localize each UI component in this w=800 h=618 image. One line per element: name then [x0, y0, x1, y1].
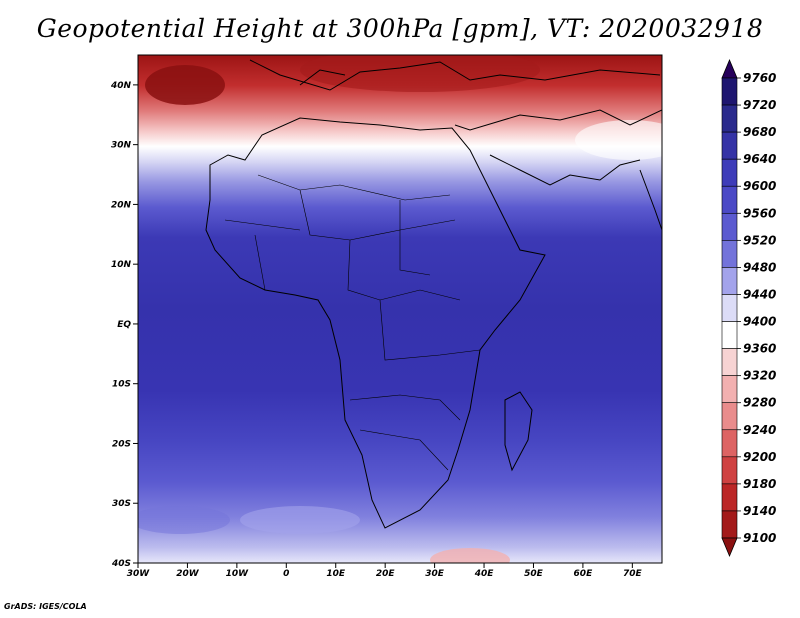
lon-tick-label: 40E	[474, 569, 495, 579]
lon-tick-label: 50E	[524, 569, 544, 579]
colorbar-swatch	[721, 185, 738, 214]
colorbar-swatch	[721, 131, 738, 160]
lon-tick-label: 10E	[326, 569, 346, 579]
colorbar-swatch	[721, 402, 738, 431]
colorbar-label: 9760	[743, 71, 776, 85]
colorbar-swatch	[721, 240, 738, 268]
colorbar-label: 9720	[743, 98, 776, 112]
colorbar-swatch	[721, 321, 738, 349]
lat-tick-label: 10N	[111, 260, 132, 270]
colorbar-swatch	[721, 510, 738, 539]
colorbar-label: 9560	[743, 206, 776, 220]
colorbar-label: 9360	[743, 342, 776, 356]
lat-tick-label: 40N	[110, 81, 132, 91]
plot-frame	[137, 54, 663, 564]
colorbar-label: 9140	[743, 504, 776, 518]
lat-tick-label: EQ	[117, 320, 131, 330]
colorbar-label: 9680	[743, 125, 776, 139]
colorbar-label: 9180	[743, 477, 776, 491]
colorbar-label: 9640	[743, 152, 776, 166]
lon-tick-label: 20E	[376, 569, 396, 579]
lon-tick-label: 10W	[226, 569, 250, 579]
colorbar-label: 9320	[743, 369, 776, 383]
colorbar: 9760 9720 9680 9640 9600 9560 9520 9480 9440 9400…	[721, 58, 776, 558]
colorbar-label: 9440	[743, 287, 776, 301]
colorbar-swatch	[721, 429, 738, 458]
colorbar-label: 9100	[743, 531, 776, 545]
coastlines	[205, 59, 662, 529]
lon-tick-label: 30E	[425, 569, 445, 579]
colorbar-label: 9200	[743, 450, 776, 464]
colorbar-top-arrow	[721, 58, 738, 79]
lat-tick-label: 10S	[112, 380, 131, 390]
lon-tick-label: 20W	[176, 569, 200, 579]
colorbar-swatch	[721, 483, 738, 512]
colorbar-label: 9600	[743, 179, 776, 193]
colorbar-label: 9280	[743, 396, 776, 410]
grads-credit: GrADS: IGES/COLA	[4, 602, 87, 611]
country-borders	[224, 174, 481, 471]
colorbar-swatch	[721, 348, 738, 376]
colorbar-label: 9520	[743, 233, 776, 247]
colorbar-label: 9240	[743, 423, 776, 437]
height-field	[138, 55, 662, 563]
map-title: Geopotential Height at 300hPa [gpm], VT:…	[36, 14, 764, 43]
lon-tick-label: 30W	[127, 569, 151, 579]
colorbar-swatch	[721, 294, 738, 322]
colorbar-swatch	[721, 456, 738, 485]
colorbar-swatch	[721, 77, 738, 106]
latitude-axis: 40N 30N 20N 10N EQ 10S 20S 30S 40S	[110, 81, 138, 569]
lon-tick-label: 60E	[574, 569, 594, 579]
lon-tick-label: 70E	[623, 569, 643, 579]
colorbar-bottom-arrow	[721, 537, 738, 558]
lon-tick-label: 0	[283, 569, 289, 579]
colorbar-label: 9480	[743, 260, 776, 274]
colorbar-swatch	[721, 212, 738, 241]
colorbar-swatch	[721, 158, 738, 187]
lat-tick-label: 20N	[111, 200, 132, 210]
longitude-axis: 30W 20W 10W 0 10E 20E 30E 40E 50E 60E 70E	[127, 563, 643, 579]
colorbar-swatch	[721, 375, 738, 404]
colorbar-swatch	[721, 267, 738, 295]
colorbar-label: 9400	[743, 315, 776, 329]
lat-tick-label: 30N	[111, 141, 132, 151]
lat-tick-label: 40S	[111, 559, 131, 569]
lat-tick-label: 30S	[112, 499, 131, 509]
lat-tick-label: 20S	[112, 439, 131, 449]
colorbar-swatch	[721, 104, 738, 133]
